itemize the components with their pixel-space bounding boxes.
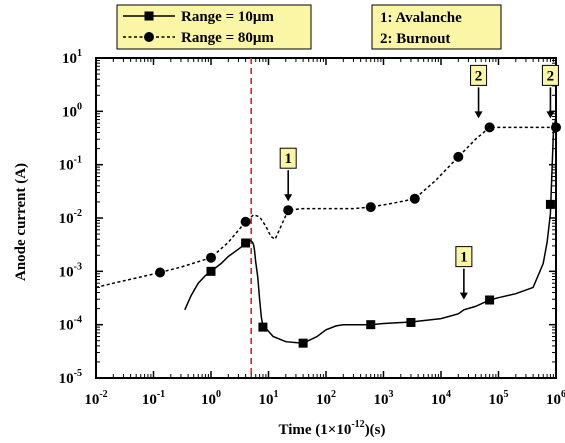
x-tick-label: 102 <box>316 389 336 408</box>
y-tick-label: 10-5 <box>59 368 82 387</box>
y-tick-exp: -5 <box>74 368 82 379</box>
series-1-point <box>258 322 268 332</box>
y-tick-label: 10-3 <box>59 261 82 280</box>
series-1-point <box>406 317 416 327</box>
x-axis-label-prefix: Time (1×10 <box>278 422 351 438</box>
legend-label-1: Range = 10μm <box>181 9 274 25</box>
x-tick-exp: 1 <box>274 389 279 400</box>
x-tick-exp: 4 <box>446 389 451 400</box>
y-tick-label: 10-2 <box>59 208 82 227</box>
annotation-legend-item: 1: Avalanche <box>380 10 462 26</box>
x-tick-exp: -2 <box>99 389 107 400</box>
annotation-arrow-head <box>284 194 293 202</box>
series-1-point <box>298 338 308 348</box>
x-tick-label: 101 <box>259 389 279 408</box>
x-axis-label: Time (1×10-12)(s) <box>278 419 385 438</box>
x-tick-label: 10-2 <box>84 389 107 408</box>
y-tick-base: 10 <box>62 104 77 120</box>
x-tick-label: 104 <box>431 389 451 408</box>
y-tick-exp: -3 <box>74 261 82 272</box>
y-tick-exp: -4 <box>74 315 82 326</box>
annotation-box <box>455 246 473 268</box>
series-1-point <box>366 320 376 330</box>
legend-label-2: Range = 80μm <box>181 30 274 46</box>
x-tick-base: 10 <box>84 392 99 408</box>
series-2-point <box>453 151 464 162</box>
series-2-point <box>283 205 294 216</box>
y-tick-base: 10 <box>59 158 74 174</box>
x-tick-exp: -1 <box>157 389 165 400</box>
series-2-point <box>551 122 561 133</box>
y-tick-base: 10 <box>59 211 74 227</box>
series-2-point <box>484 122 495 133</box>
series-1-point <box>241 238 251 248</box>
y-tick-label: 100 <box>62 101 82 120</box>
x-tick-exp: 2 <box>331 389 336 400</box>
y-tick-exp: -2 <box>74 208 82 219</box>
annotation-label: 2 <box>475 68 483 84</box>
x-tick-base: 10 <box>316 392 331 408</box>
x-tick-base: 10 <box>201 392 216 408</box>
x-tick-base: 10 <box>546 392 561 408</box>
x-tick-exp: 6 <box>561 389 565 400</box>
x-tick-label: 100 <box>201 389 221 408</box>
y-tick-base: 10 <box>59 318 74 334</box>
series-1-point <box>485 295 495 305</box>
series-2-point <box>240 216 251 227</box>
series-2-point <box>365 202 376 213</box>
x-tick-label: 10-1 <box>142 389 165 408</box>
y-tick-base: 10 <box>59 264 74 280</box>
annotation-legend-item: 2: Burnout <box>380 31 450 47</box>
x-tick-base: 10 <box>259 392 274 408</box>
annotation-box <box>541 64 559 86</box>
y-tick-base: 10 <box>62 51 77 67</box>
annotation-label: 1 <box>460 250 468 266</box>
annotation-legend <box>371 4 502 50</box>
x-tick-exp: 3 <box>389 389 394 400</box>
annotation-arrow-head <box>474 111 483 119</box>
y-tick-exp: 1 <box>77 48 82 59</box>
annotation-arrow-head <box>459 292 468 300</box>
x-tick-base: 10 <box>431 392 446 408</box>
y-tick-label: 101 <box>62 48 82 67</box>
annotation-box <box>470 64 488 86</box>
y-tick-exp: 0 <box>77 101 82 112</box>
series-1-point <box>206 266 216 276</box>
series-2-point <box>155 267 166 278</box>
annotation-label: 1 <box>284 151 292 167</box>
series-1-point <box>545 199 555 209</box>
x-tick-exp: 5 <box>504 389 509 400</box>
legend-marker-2 <box>144 32 154 42</box>
y-axis-label: Anode current (A) <box>13 163 29 281</box>
x-tick-exp: 0 <box>216 389 221 400</box>
x-tick-label: 105 <box>489 389 509 408</box>
x-tick-base: 10 <box>489 392 504 408</box>
series-2-point <box>409 193 420 204</box>
y-tick-label: 10-4 <box>59 315 82 334</box>
y-tick-base: 10 <box>59 371 74 387</box>
annotation-label: 2 <box>547 68 555 84</box>
x-axis-label-suffix: )(s) <box>365 422 386 438</box>
x-tick-base: 10 <box>142 392 157 408</box>
y-tick-exp: -1 <box>74 155 82 166</box>
x-tick-label: 106 <box>546 389 565 408</box>
annotation-box <box>279 147 297 169</box>
series-2-point <box>206 252 216 263</box>
x-tick-base: 10 <box>374 392 389 408</box>
x-tick-label: 103 <box>374 389 394 408</box>
y-tick-label: 10-1 <box>59 155 82 174</box>
annotation-arrow-head <box>546 111 555 119</box>
legend-marker-1 <box>144 11 154 21</box>
x-axis-label-exp: -12 <box>351 419 364 430</box>
